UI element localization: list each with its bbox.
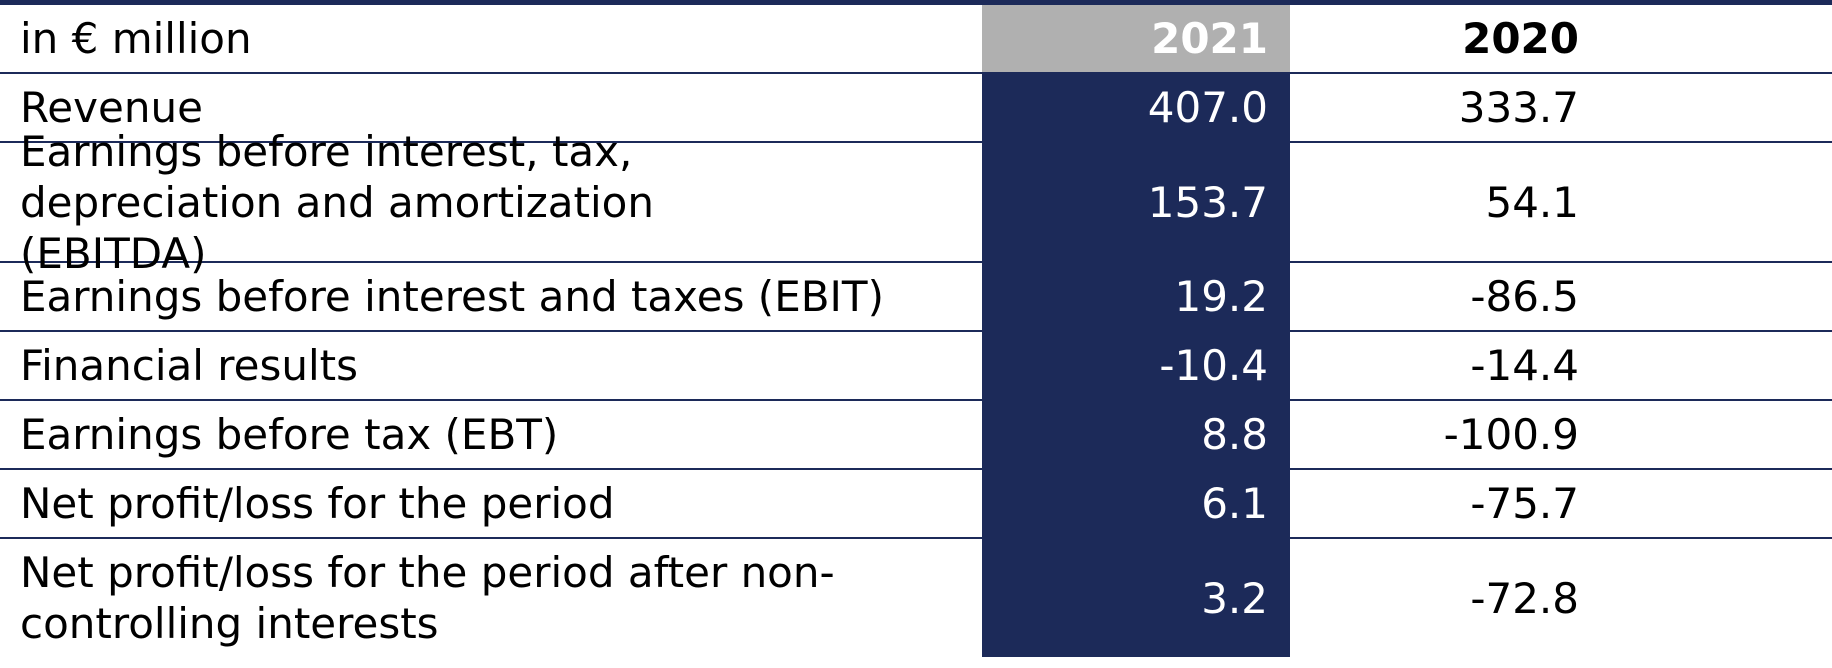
value-2020: 333.7 bbox=[1458, 83, 1579, 132]
row-label: Earnings before interest and taxes (EBIT… bbox=[20, 272, 884, 321]
value-2021: -10.4 bbox=[982, 332, 1290, 399]
column-header-2021: 2021 bbox=[982, 5, 1290, 72]
table-row: Financial results -10.4 -14.4 bbox=[0, 332, 1832, 401]
row-label: Revenue bbox=[20, 83, 203, 132]
column-header-2020: 2020 bbox=[1462, 14, 1579, 63]
table-row: Net profit/loss for the period after non… bbox=[0, 539, 1832, 657]
row-label: Earnings before interest, tax, depreciat… bbox=[20, 126, 654, 278]
unit-label: in € million bbox=[20, 14, 252, 63]
value-2021: 153.7 bbox=[982, 143, 1290, 261]
row-label: Financial results bbox=[20, 341, 358, 390]
value-2021: 6.1 bbox=[982, 470, 1290, 537]
table-header-row: in € million 2021 2020 bbox=[0, 5, 1832, 74]
table-row: Earnings before tax (EBT) 8.8 -100.9 bbox=[0, 401, 1832, 470]
value-2020: -75.7 bbox=[1470, 479, 1579, 528]
row-label: Net profit/loss for the period after non… bbox=[20, 548, 835, 648]
row-label: Net profit/loss for the period bbox=[20, 479, 615, 528]
row-label: Earnings before tax (EBT) bbox=[20, 410, 559, 459]
table-row: Revenue 407.0 333.7 bbox=[0, 74, 1832, 143]
table-row: Net profit/loss for the period 6.1 -75.7 bbox=[0, 470, 1832, 539]
value-2021: 3.2 bbox=[982, 539, 1290, 657]
value-2020: -100.9 bbox=[1443, 410, 1579, 459]
value-2020: 54.1 bbox=[1485, 177, 1579, 227]
value-2020: -72.8 bbox=[1470, 573, 1579, 623]
value-2020: -86.5 bbox=[1470, 272, 1579, 321]
table-row: Earnings before interest, tax, depreciat… bbox=[0, 126, 1832, 278]
value-2021: 19.2 bbox=[982, 263, 1290, 330]
value-2021: 407.0 bbox=[982, 74, 1290, 141]
value-2020: -14.4 bbox=[1470, 341, 1579, 390]
value-2021: 8.8 bbox=[982, 401, 1290, 468]
table-row: Earnings before interest and taxes (EBIT… bbox=[0, 263, 1832, 332]
